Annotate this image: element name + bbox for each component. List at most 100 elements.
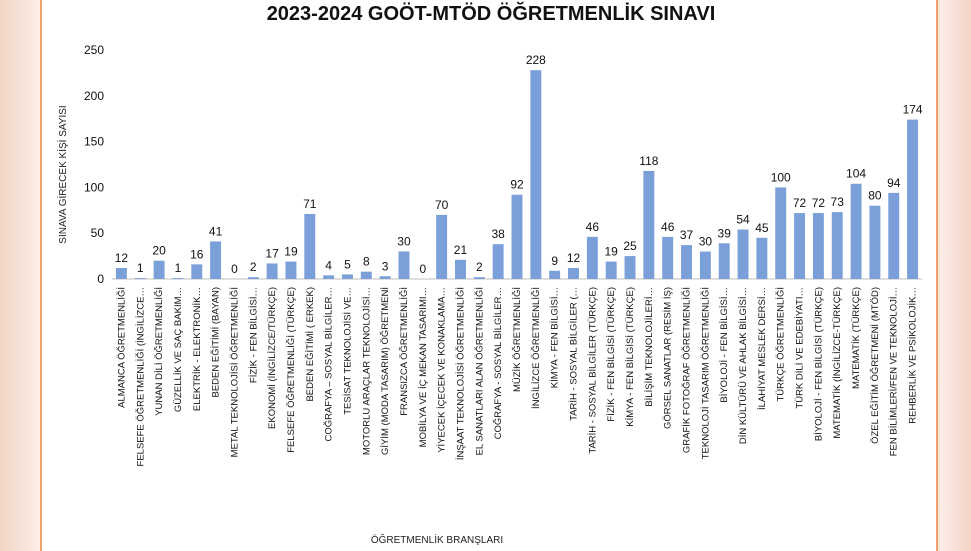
data-label: 12 <box>115 251 129 265</box>
data-label: 39 <box>718 226 732 240</box>
bar <box>888 192 900 279</box>
bar <box>511 194 523 279</box>
bar <box>812 213 824 279</box>
data-label: 71 <box>303 197 317 211</box>
bar <box>850 183 862 279</box>
x-tick-label: MATEMATİK (TÜRKÇE) <box>851 287 862 389</box>
chart-title: 2023-2024 GOÖT-MTÖD ÖĞRETMENLİK SINAVI <box>266 3 716 25</box>
bar <box>247 277 259 279</box>
data-label: 94 <box>887 176 901 190</box>
data-label: 38 <box>491 227 505 241</box>
bar <box>549 270 561 279</box>
data-label: 5 <box>344 257 351 271</box>
x-tick-label: TESİSAT TEKNOLOJİSİ VE… <box>342 287 353 415</box>
x-tick-label: REHBERLİK VE PSİKOLOJİK… <box>908 287 919 424</box>
chart-panel: 2023-2024 GOÖT-MTÖD ÖĞRETMENLİK SINAVI 0… <box>40 0 938 551</box>
x-tick-label: EL SANATLARI ALAN ÖĞRETMENLİĞİ <box>474 287 485 455</box>
bar <box>172 278 184 279</box>
data-label: 0 <box>231 262 238 276</box>
bar <box>775 187 787 279</box>
bar <box>191 264 203 279</box>
bar <box>624 256 636 279</box>
bar <box>342 274 353 279</box>
bar <box>323 275 335 279</box>
x-tick-label: BİYOLOJİ - FEN BİLGİSİ… <box>719 287 730 403</box>
bar <box>737 229 749 279</box>
bar <box>718 243 730 279</box>
x-tick-label: TEKNOLOJİ TASARIM ÖĞRETMENLİĞİ <box>700 287 711 459</box>
bar <box>756 237 768 279</box>
x-tick-label: MÜZİK ÖĞRETMENLİĞİ <box>512 287 523 392</box>
bar <box>360 271 372 279</box>
x-tick-label: KİMYA - FEN BİLGİSİ (TÜRKÇE) <box>625 287 636 427</box>
data-label: 12 <box>567 251 581 265</box>
data-label: 72 <box>793 196 807 210</box>
bar <box>134 278 146 279</box>
x-tick-label: BEDEN EĞİTİMİ (BAYAN) <box>211 287 222 398</box>
data-label: 4 <box>325 258 332 272</box>
data-label: 17 <box>265 246 279 260</box>
bar <box>304 213 316 279</box>
y-tick-label: 200 <box>84 89 104 103</box>
data-label: 21 <box>454 243 468 257</box>
x-tick-label: BEDEN EĞİTİMİ ( ERKEK) <box>305 287 316 402</box>
data-label: 19 <box>284 245 298 259</box>
bar <box>210 241 222 279</box>
x-tick-label: COĞRAFYA - SOSYAL BİLGİLER… <box>493 287 504 439</box>
data-label: 80 <box>868 189 882 203</box>
bar <box>643 170 655 279</box>
bar <box>699 251 711 279</box>
bar <box>586 236 598 279</box>
y-tick-label: 0 <box>97 272 104 286</box>
x-tick-label: DİN KÜLTÜRÜ VE AHLAK BİLGİSİ… <box>738 287 749 444</box>
data-label: 92 <box>510 178 524 192</box>
x-tick-label: BİYOLOJİ - FEN BİLGİSİ (TÜRKÇE) <box>813 287 824 441</box>
data-label: 30 <box>699 235 713 249</box>
x-tick-label: COĞRAFYA – SOSYAL BİLGİLER… <box>324 287 335 442</box>
y-tick-label: 150 <box>84 135 104 149</box>
data-label: 8 <box>363 255 370 269</box>
bar <box>398 251 410 279</box>
x-tick-label: ELEKTRİK - ELEKTRONİK… <box>192 287 203 411</box>
x-tick-label: TARİH - SOSYAL BİLGİLER (TÜRKÇE) <box>587 287 598 454</box>
bar <box>794 213 806 279</box>
x-tick-label: YUNAN DİLİ ÖĞRETMENLİĞİ <box>154 287 165 416</box>
x-tick-label: FEN BİLİMLERİ/FEN VE TEKNOLOJİ… <box>889 287 900 456</box>
data-label: 118 <box>639 154 658 168</box>
bar <box>153 260 165 279</box>
x-tick-labels: ALMANCA ÖĞRETMENLİĞİ FELSEFE ÖĞRETMENLİĞİ… <box>116 287 918 466</box>
data-label: 73 <box>831 195 845 209</box>
data-label: 104 <box>846 167 866 181</box>
x-tick-label: FİZİK - FEN BİLGİSİ… <box>248 287 259 383</box>
data-label: 70 <box>435 198 449 212</box>
bar <box>492 244 504 279</box>
bar <box>379 276 391 279</box>
bar <box>605 261 617 279</box>
data-label: 174 <box>903 103 923 117</box>
bar <box>662 236 674 279</box>
data-label: 41 <box>209 224 223 238</box>
y-tick-label: 50 <box>91 226 105 240</box>
data-label: 46 <box>661 220 675 234</box>
x-tick-label: BİLİŞİM TEKNOLOJİLERİ… <box>644 287 655 407</box>
bar <box>266 263 278 279</box>
bar <box>869 205 881 279</box>
y-tick-label: 250 <box>84 43 104 57</box>
data-label: 45 <box>755 221 769 235</box>
bar <box>285 261 297 279</box>
data-label: 228 <box>526 53 546 67</box>
bar <box>907 119 919 279</box>
data-label: 30 <box>397 235 411 249</box>
x-tick-label: FRANSIZCA ÖĞRETMENLİĞİ <box>399 287 410 416</box>
x-tick-label: İLAHİYAT MESLEK DERSİ… <box>757 287 768 410</box>
bar <box>473 277 485 279</box>
x-tick-label: FELSEFE ÖĞRETMENLİĞİ (İNGİLİZCE… <box>135 287 146 466</box>
data-label: 1 <box>137 261 144 275</box>
data-label: 2 <box>250 260 257 274</box>
x-tick-label: GÖRSEL SANATLAR (RESİM İŞ) <box>663 287 674 429</box>
data-label: 1 <box>175 261 182 275</box>
y-axis-label: SINAVA GİRECEK KİŞİ SAYISI <box>56 105 69 243</box>
data-label: 0 <box>419 262 426 276</box>
